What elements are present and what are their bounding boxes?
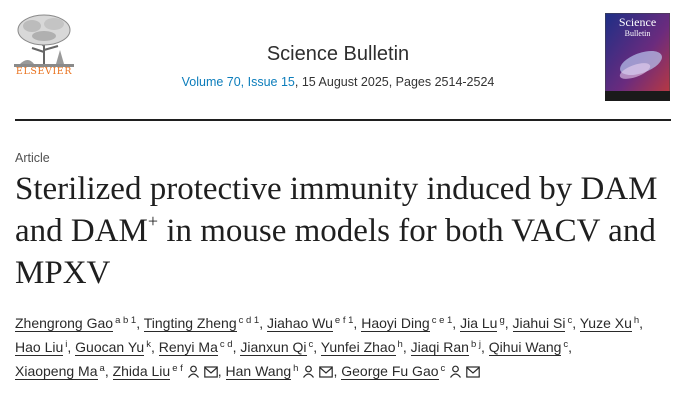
elsevier-logo[interactable]: [14, 12, 74, 78]
journal-cover-thumbnail[interactable]: Science Bulletin: [604, 12, 671, 102]
envelope-icon[interactable]: [203, 366, 218, 378]
author[interactable]: Jiahao Wu e f 1: [267, 315, 354, 332]
author[interactable]: Haoyi Ding c e 1: [361, 315, 453, 332]
author[interactable]: Xiaopeng Ma a: [15, 363, 105, 380]
affiliation-marker: g: [499, 315, 505, 326]
person-icon[interactable]: [449, 365, 462, 378]
person-icon[interactable]: [302, 365, 315, 378]
envelope-icon[interactable]: [466, 366, 481, 378]
journal-title[interactable]: Science Bulletin: [266, 43, 410, 65]
affiliation-marker: c d: [219, 339, 233, 350]
affiliation-marker: h: [293, 363, 299, 374]
affiliation-marker: a b 1: [115, 315, 137, 326]
affiliation-marker: c: [563, 339, 569, 350]
author[interactable]: Qihui Wang c: [488, 339, 569, 356]
author[interactable]: Renyi Ma c d: [158, 339, 233, 356]
author-corresponding[interactable]: George Fu Gao c: [341, 363, 481, 380]
affiliation-marker: e f 1: [334, 315, 354, 326]
author[interactable]: Jiahui Si c: [512, 315, 573, 332]
author[interactable]: Jiaqi Ran b j: [410, 339, 482, 356]
affiliation-marker: c e 1: [431, 315, 453, 326]
affiliation-marker: h: [397, 339, 403, 350]
tree-icon: [14, 12, 74, 68]
author[interactable]: Yuze Xu h: [579, 315, 640, 332]
affiliation-marker: c: [308, 339, 314, 350]
affiliation-marker: k: [146, 339, 151, 350]
author[interactable]: Jia Lu g: [460, 315, 505, 332]
author-list: Zhengrong Gao a b 1, Tingting Zheng c d 1,…: [15, 315, 644, 380]
author[interactable]: Hao Liu i: [15, 339, 68, 356]
title-superscript: +: [147, 211, 159, 231]
affiliation-marker: a: [99, 363, 105, 374]
cover-title-line1: Science: [619, 15, 656, 29]
article-title: Sterilized protective immunity induced b…: [15, 168, 665, 294]
affiliation-marker: h: [633, 315, 640, 326]
header-divider: [15, 119, 671, 121]
author[interactable]: Guocan Yu k: [75, 339, 151, 356]
cover-title-line2: Bulletin: [625, 29, 651, 38]
volume-info: Volume 70, Issue 15, 15 August 2025, Pag…: [0, 75, 676, 89]
author-corresponding[interactable]: Han Wang h: [225, 363, 334, 380]
author[interactable]: Jianxun Qi c: [240, 339, 314, 356]
affiliation-marker: c: [567, 315, 573, 326]
affiliation-marker: b j: [470, 339, 482, 350]
author[interactable]: Zhengrong Gao a b 1: [15, 315, 137, 332]
affiliation-marker: i: [65, 339, 68, 350]
affiliation-marker: c: [440, 363, 446, 374]
affiliation-marker: c d 1: [238, 315, 260, 326]
author[interactable]: Tingting Zheng c d 1: [143, 315, 260, 332]
article-type: Article: [15, 151, 50, 165]
person-icon[interactable]: [187, 365, 200, 378]
publisher-name: ELSEVIER: [15, 66, 73, 77]
author[interactable]: Yunfei Zhao h: [320, 339, 403, 356]
date-pages: , 15 August 2025, Pages 2514-2524: [294, 75, 495, 89]
title-part-1: Sterilized protective immunity induced b…: [15, 171, 658, 249]
affiliation-marker: e f: [172, 363, 183, 374]
envelope-icon[interactable]: [319, 366, 334, 378]
author-corresponding[interactable]: Zhida Liu e f: [112, 363, 218, 380]
volume-issue-link[interactable]: Volume 70, Issue 15: [181, 75, 295, 89]
title-part-2: in mouse models for both VACV and MPXV: [15, 213, 656, 291]
article-header: ELSEVIER Science Bulletin Volume 70, Iss…: [0, 0, 676, 121]
